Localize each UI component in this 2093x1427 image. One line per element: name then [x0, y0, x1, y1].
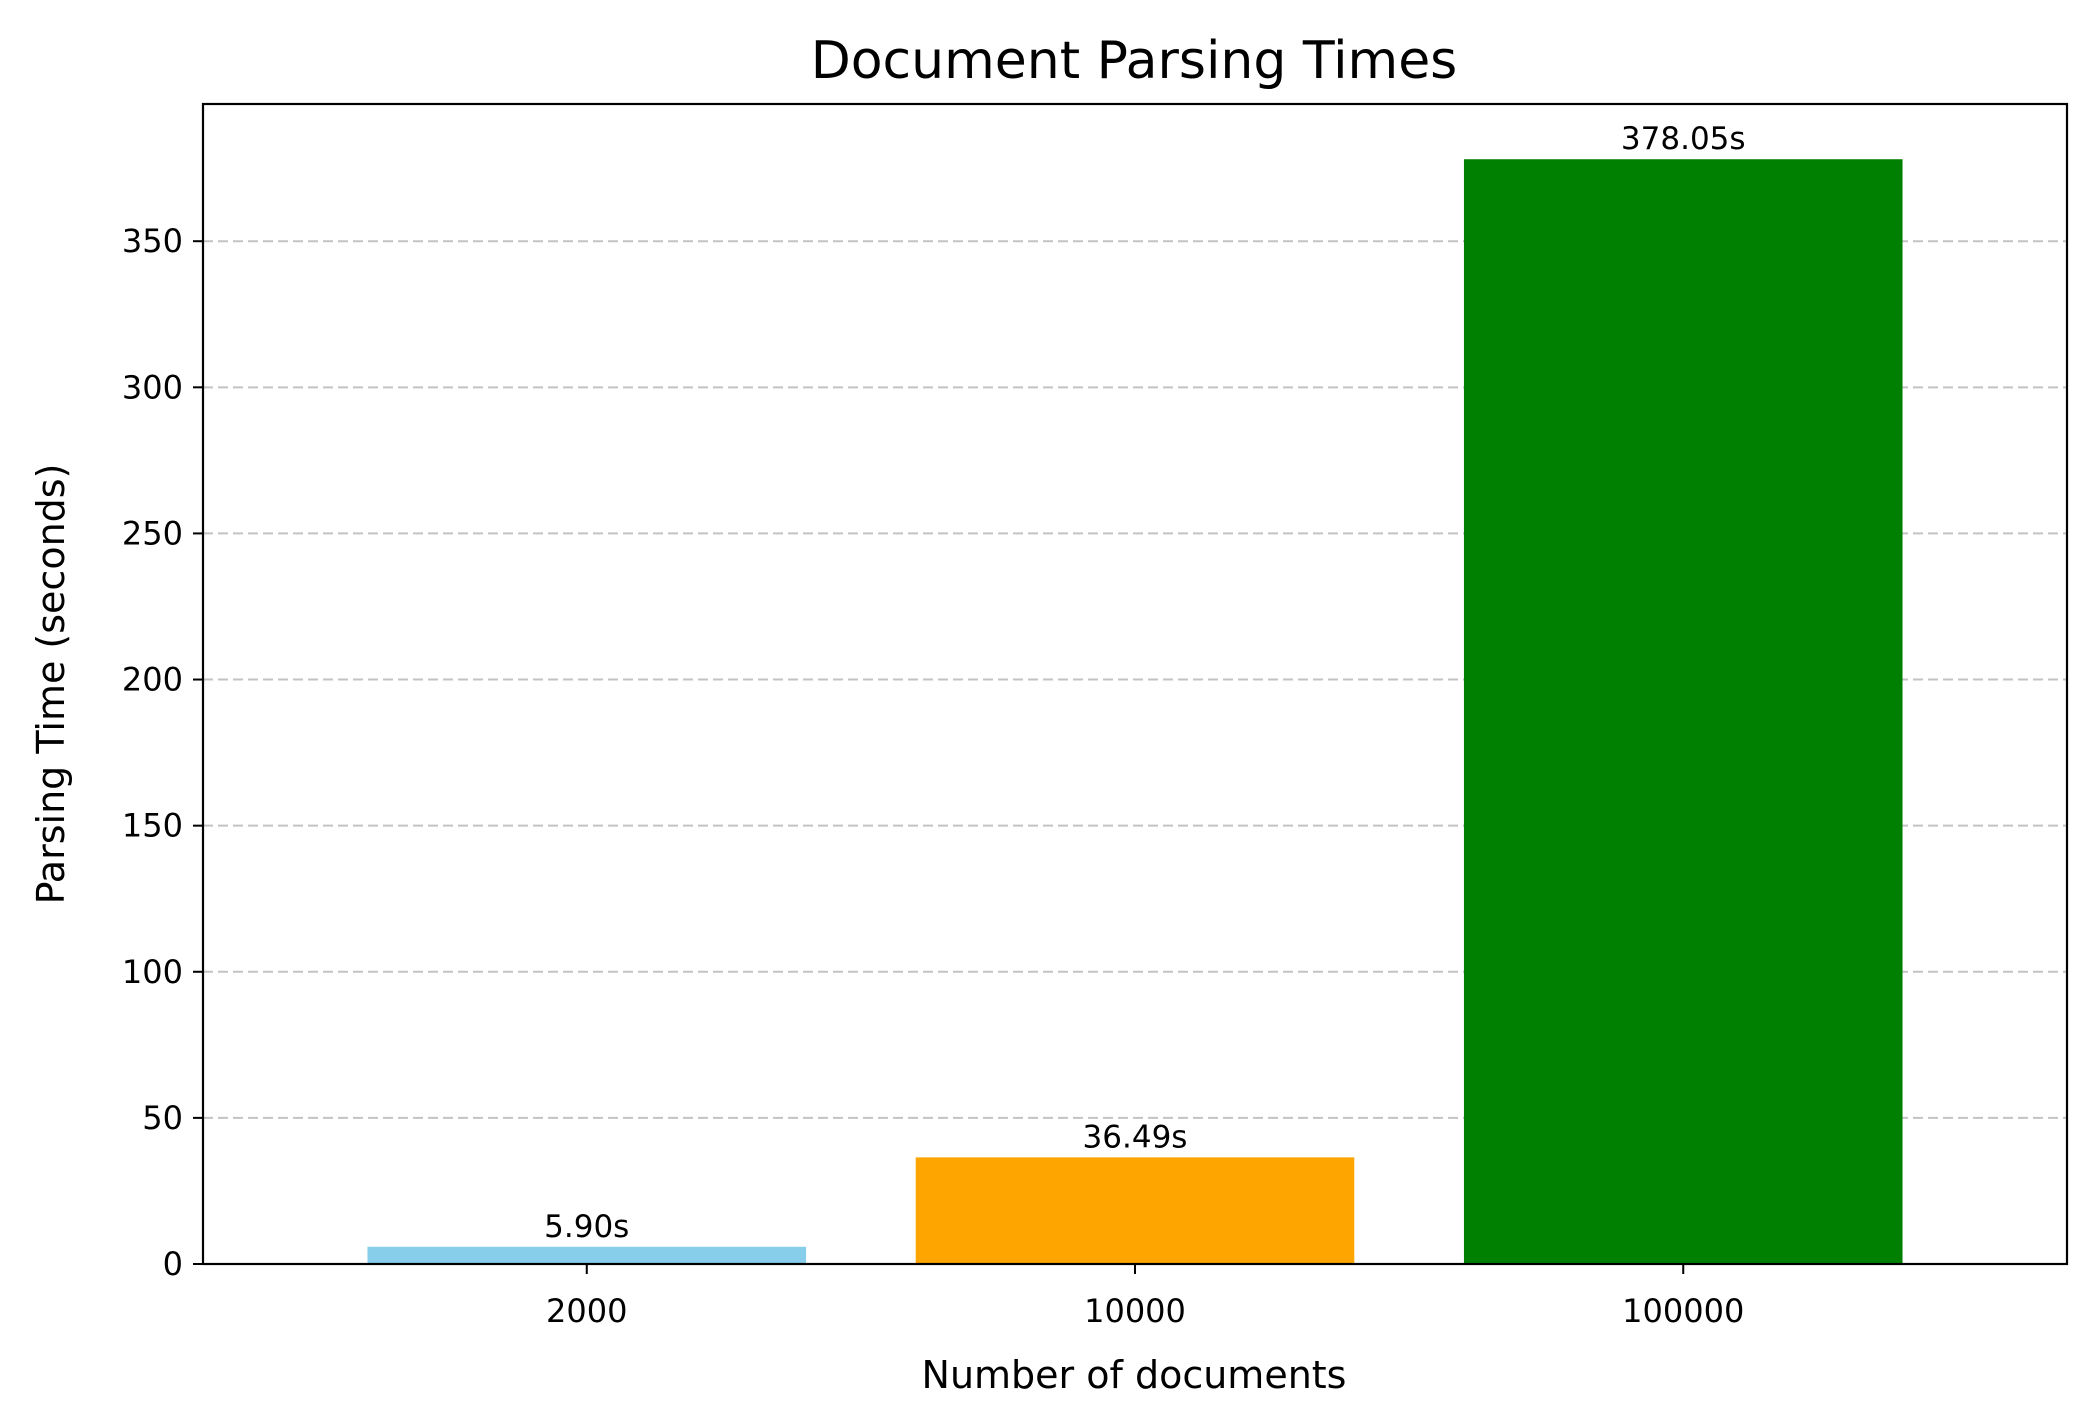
y-tick-label-350: 350: [122, 222, 183, 260]
x-tick-label-10000: 10000: [1084, 1292, 1186, 1330]
data-label-10000: 36.49s: [1083, 1119, 1188, 1155]
y-tick-label-100: 100: [122, 953, 183, 991]
y-tick-label-150: 150: [122, 807, 183, 845]
data-label-2000: 5.90s: [544, 1209, 629, 1245]
y-tick-label-0: 0: [163, 1245, 183, 1283]
y-tick-label-250: 250: [122, 514, 183, 552]
y-axis-label: Parsing Time (seconds): [29, 464, 73, 905]
x-tick-label-100000: 100000: [1622, 1292, 1744, 1330]
data-label-100000: 378.05s: [1621, 121, 1746, 157]
bar-100000: [1463, 159, 1903, 1264]
bar-10000: [915, 1157, 1355, 1264]
bars: [367, 159, 1903, 1264]
x-axis-ticks: 2000 10000 100000: [546, 1264, 1744, 1330]
y-tick-label-50: 50: [142, 1099, 183, 1137]
bar-2000: [367, 1246, 807, 1264]
y-axis-ticks: 0 50 100 150 200 250 300 350: [122, 222, 203, 1283]
x-axis-label: Number of documents: [922, 1353, 1347, 1397]
chart-title: Document Parsing Times: [811, 31, 1458, 91]
y-tick-label-200: 200: [122, 661, 183, 699]
y-tick-label-300: 300: [122, 368, 183, 406]
data-labels: 5.90s 36.49s 378.05s: [544, 121, 1745, 1245]
x-tick-label-2000: 2000: [546, 1292, 627, 1330]
